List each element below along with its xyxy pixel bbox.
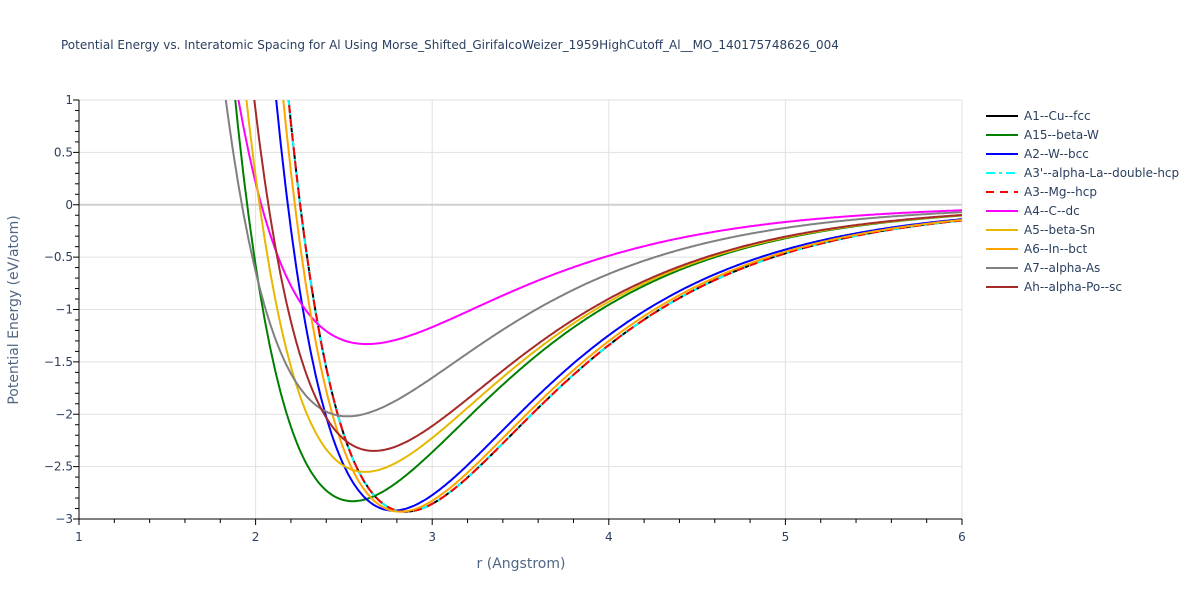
- legend-swatch-icon: [986, 209, 1018, 212]
- legend-item[interactable]: A3'--alpha-La--double-hcp: [985, 163, 1179, 182]
- curve-ah-alpha-po-sc: [253, 100, 962, 452]
- y-tick-label: −0.5: [44, 250, 73, 264]
- curve-a6-in-bct: [282, 100, 962, 513]
- curve-a4-c-dc: [237, 100, 962, 346]
- curve-a3-mg-hcp: [287, 100, 962, 513]
- legend-label: A15--beta-W: [1024, 127, 1099, 142]
- legend-item[interactable]: A4--C--dc: [985, 201, 1179, 220]
- legend-label: A2--W--bcc: [1024, 146, 1089, 161]
- legend-item[interactable]: Ah--alpha-Po--sc: [985, 277, 1179, 296]
- y-tick-label: −1: [55, 303, 73, 317]
- legend-label: Ah--alpha-Po--sc: [1024, 279, 1122, 294]
- x-tick-label: 1: [75, 530, 83, 544]
- y-tick-label: −1.5: [44, 355, 73, 369]
- x-tick-label: 4: [605, 530, 613, 544]
- legend-swatch-icon: [986, 133, 1018, 136]
- legend-swatch-icon: [986, 190, 1018, 193]
- legend-item[interactable]: A5--beta-Sn: [985, 220, 1179, 239]
- axes: 1 2 3 4 5 6 1 0.5 0 −0.5 −1 −1.5 −2 −2.5 −3: [44, 93, 966, 544]
- legend-label: A6--In--bct: [1024, 241, 1088, 256]
- curve-a5-beta-sn: [245, 100, 962, 473]
- legend-label: A7--alpha-As: [1024, 260, 1101, 275]
- curve-a2-w-bcc: [275, 100, 962, 512]
- legend-item[interactable]: A7--alpha-As: [985, 258, 1179, 277]
- legend: A1--Cu--fcc A15--beta-W A2--W--bcc A3'--alp…: [985, 106, 1179, 296]
- x-tick-label: 3: [428, 530, 436, 544]
- chart-title: Potential Energy vs. Interatomic Spacing…: [61, 38, 839, 52]
- legend-swatch-icon: [986, 247, 1018, 250]
- y-tick-label: −3: [55, 512, 73, 526]
- y-tick-label: 0: [65, 198, 73, 212]
- legend-swatch-icon: [986, 114, 1018, 117]
- curve-a7-alpha-as: [224, 100, 962, 418]
- legend-item[interactable]: A15--beta-W: [985, 125, 1179, 144]
- legend-item[interactable]: A6--In--bct: [985, 239, 1179, 258]
- legend-item[interactable]: A2--W--bcc: [985, 144, 1179, 163]
- x-tick-label: 5: [782, 530, 790, 544]
- grid-lines: [79, 99, 963, 519]
- legend-label: A4--C--dc: [1024, 203, 1080, 218]
- legend-swatch-icon: [986, 266, 1018, 269]
- y-tick-label: 0.5: [54, 145, 73, 159]
- legend-item[interactable]: A3--Mg--hcp: [985, 182, 1179, 201]
- legend-swatch-icon: [986, 152, 1018, 155]
- legend-item[interactable]: A1--Cu--fcc: [985, 106, 1179, 125]
- y-tick-label: −2.5: [44, 460, 73, 474]
- legend-label: A3--Mg--hcp: [1024, 184, 1097, 199]
- y-axis-label: Potential Energy (eV/atom): [6, 215, 22, 404]
- x-tick-label: 2: [252, 530, 260, 544]
- x-axis-label: r (Angstrom): [477, 556, 566, 572]
- legend-label: A3'--alpha-La--double-hcp: [1024, 165, 1180, 180]
- legend-swatch-icon: [986, 171, 1018, 174]
- legend-label: A5--beta-Sn: [1024, 222, 1096, 237]
- x-tick-label: 6: [958, 530, 966, 544]
- legend-swatch-icon: [986, 285, 1018, 288]
- legend-label: A1--Cu--fcc: [1024, 108, 1091, 123]
- y-tick-label: −2: [55, 407, 73, 421]
- data-curves: [224, 100, 962, 513]
- legend-swatch-icon: [986, 228, 1018, 231]
- y-tick-label: 1: [65, 93, 73, 107]
